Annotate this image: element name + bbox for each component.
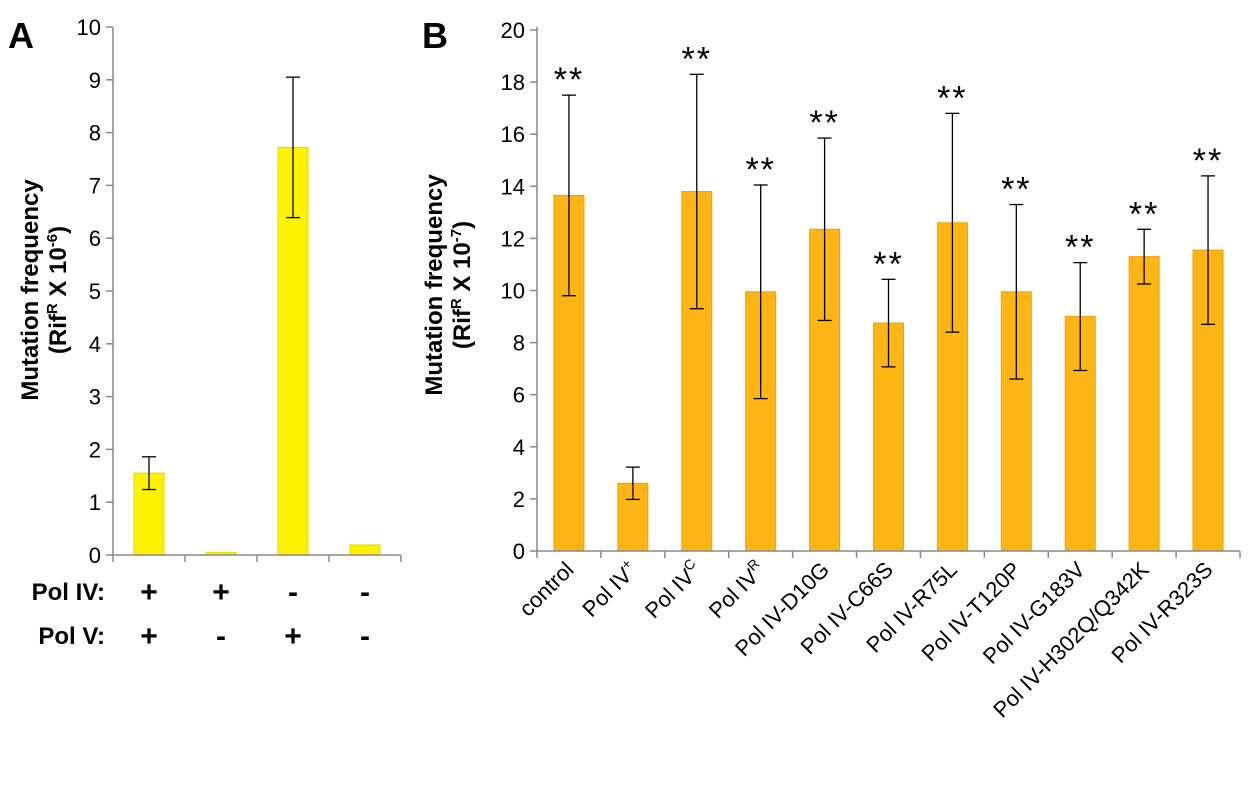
panel-a-y-tick-label: 1 xyxy=(89,490,101,515)
panel-a-sign: + xyxy=(140,620,158,653)
panel-b-y-tick-label: 16 xyxy=(501,122,525,147)
panel-b-y-tick-label: 2 xyxy=(513,487,525,512)
panel-a-row-label: Pol IV: xyxy=(32,579,105,606)
panel-b-significance-marker: ** xyxy=(554,61,584,99)
panel-b-category-label: control xyxy=(514,557,578,621)
panel-b-y-axis-title: Mutation frequency xyxy=(421,174,448,396)
panel-b-y-tick-label: 10 xyxy=(501,279,525,304)
panel-a-y-tick-label: 10 xyxy=(77,15,101,40)
panel-b-y-tick-label: 4 xyxy=(513,435,525,460)
panel-a-y-tick-label: 5 xyxy=(89,279,101,304)
panel-b-category-label: Pol IVC xyxy=(639,555,707,623)
panel-a-y-axis-title: Mutation frequency xyxy=(17,179,44,401)
panel-a-y-tick-label: 4 xyxy=(89,332,101,357)
panel-a-row-label: Pol V: xyxy=(38,623,105,650)
panel-b-y-tick-label: 20 xyxy=(501,18,525,43)
panel-b: B Mutation frequency (RifR X 10-7) 0 2 4 6 8… xyxy=(421,15,1241,722)
panel-b-significance-marker: ** xyxy=(1193,142,1223,180)
panel-a-y-tick-label: 6 xyxy=(89,226,101,251)
panel-b-category-label: Pol IV+ xyxy=(576,555,642,621)
panel-a-sign: + xyxy=(140,576,158,609)
panel-a-sign: - xyxy=(360,620,370,653)
panel-a-y-tick-label: 7 xyxy=(89,173,101,198)
panel-a-y-tick-label: 3 xyxy=(89,385,101,410)
panel-b-letter: B xyxy=(422,15,448,56)
panel-b-y-tick-label: 14 xyxy=(501,174,525,199)
panel-b-significance-marker: ** xyxy=(873,245,903,283)
panel-a-bar xyxy=(349,544,381,556)
panel-a-y-tick-label: 8 xyxy=(89,121,101,146)
panel-a-y-tick-label: 9 xyxy=(89,68,101,93)
panel-b-y-axis-unit: (RifR X 10-7) xyxy=(448,221,476,349)
panel-a-y-tick-label: 0 xyxy=(89,543,101,568)
panel-b-significance-marker: ** xyxy=(745,151,775,189)
panel-a-sign: - xyxy=(288,576,298,609)
panel-a-y-axis-label: Mutation frequency (RifR X 10-6) xyxy=(17,179,72,401)
panel-a-y-tick-label: 2 xyxy=(89,437,101,462)
panel-b-y-tick-label: 18 xyxy=(501,70,525,95)
panel-a-letter: A xyxy=(8,15,34,56)
panel-b-y-tick-label: 8 xyxy=(513,331,525,356)
panel-a-sign: + xyxy=(212,576,230,609)
panel-a: A Mutation frequency (RifR X 10-6) 0 1 2 3 4… xyxy=(8,15,402,653)
panel-a-sign: - xyxy=(360,576,370,609)
panel-b-significance-marker: ** xyxy=(809,104,839,142)
panel-b-y-tick-label: 6 xyxy=(513,383,525,408)
panel-b-y-tick-label: 12 xyxy=(501,226,525,251)
panel-b-significance-marker: ** xyxy=(1001,171,1031,209)
panel-b-bar xyxy=(1128,256,1160,552)
panel-b-significance-marker: ** xyxy=(937,79,967,117)
panel-a-sign: - xyxy=(216,620,226,653)
panel-b-y-axis-label: Mutation frequency (RifR X 10-7) xyxy=(421,174,476,396)
panel-a-sign: + xyxy=(284,620,302,653)
panel-a-y-axis-unit: (RifR X 10-6) xyxy=(44,226,72,354)
panel-b-significance-marker: ** xyxy=(1129,195,1159,233)
panel-b-significance-marker: ** xyxy=(682,40,712,78)
panel-b-significance-marker: ** xyxy=(1065,229,1095,267)
panel-b-y-tick-label: 0 xyxy=(513,539,525,564)
